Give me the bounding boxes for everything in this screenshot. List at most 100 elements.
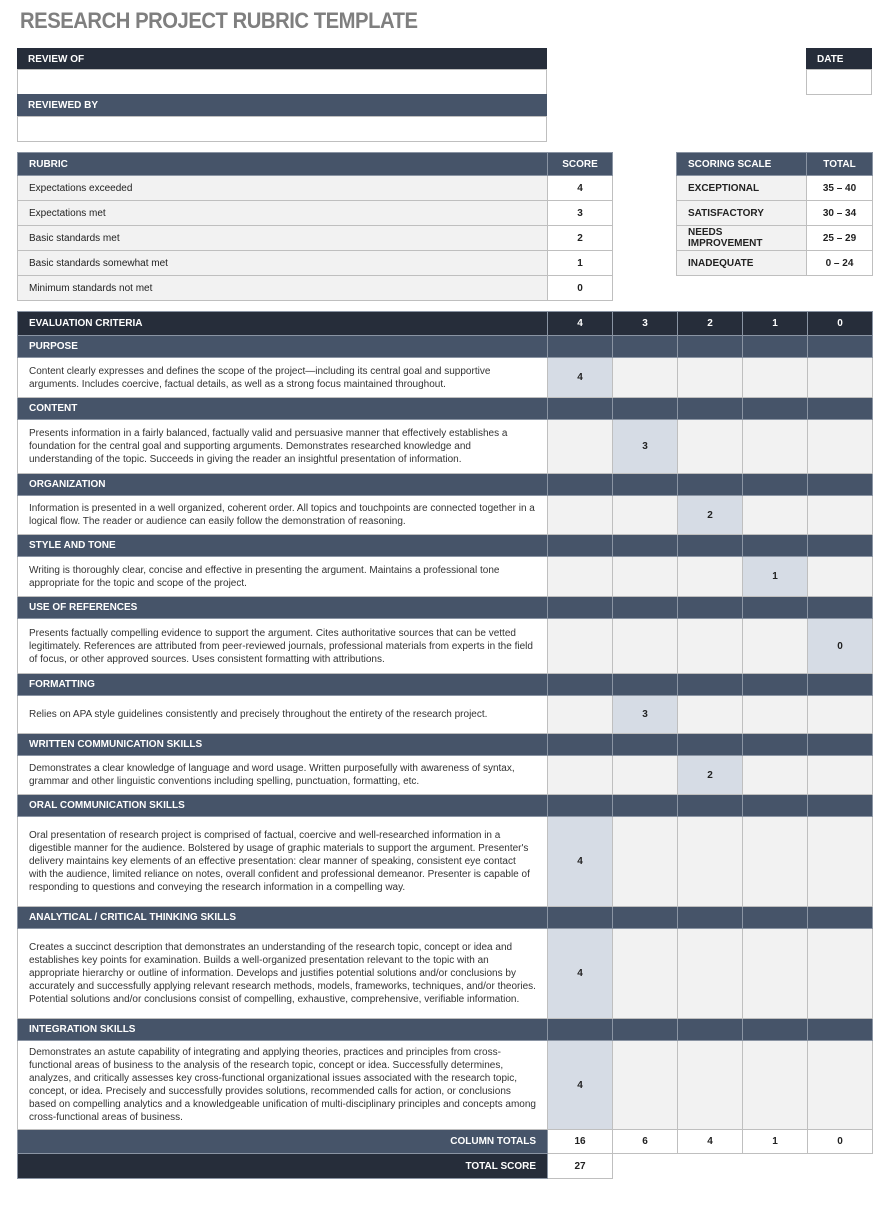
criterion-row: Oral presentation of research project is… <box>17 816 873 907</box>
score-cell[interactable]: 4 <box>547 928 613 1019</box>
score-cell[interactable] <box>612 618 678 674</box>
criterion-header-cell <box>807 397 873 420</box>
column-totals-label: COLUMN TOTALS <box>17 1129 548 1154</box>
score-cell[interactable]: 3 <box>612 419 678 474</box>
criterion-description: Demonstrates a clear knowledge of langua… <box>17 755 548 795</box>
column-total: 4 <box>677 1129 743 1154</box>
score-cell[interactable] <box>807 1040 873 1130</box>
rubric-row: Basic standards met 2 <box>17 225 613 251</box>
score-cell[interactable] <box>677 419 743 474</box>
score-header: SCORE <box>547 152 613 176</box>
score-cell[interactable] <box>807 755 873 795</box>
scale-range: 35 – 40 <box>806 175 873 201</box>
score-cell[interactable] <box>547 419 613 474</box>
score-cell[interactable]: 2 <box>677 755 743 795</box>
rubric-score: 4 <box>547 175 613 201</box>
criterion-name: ORAL COMMUNICATION SKILLS <box>17 794 548 817</box>
empty-cell <box>677 1153 743 1179</box>
score-cell[interactable] <box>547 755 613 795</box>
score-cell[interactable] <box>677 928 743 1019</box>
score-cell[interactable] <box>547 618 613 674</box>
criterion-header-cell <box>807 473 873 496</box>
review-of-field[interactable] <box>17 69 547 95</box>
score-cell[interactable]: 3 <box>612 695 678 734</box>
score-cell[interactable] <box>742 816 808 907</box>
score-cell[interactable] <box>807 419 873 474</box>
rubric-row: Basic standards somewhat met 1 <box>17 250 613 276</box>
score-cell[interactable] <box>677 357 743 398</box>
score-cell[interactable] <box>612 755 678 795</box>
score-cell[interactable] <box>807 357 873 398</box>
score-cell[interactable] <box>677 695 743 734</box>
score-cell[interactable] <box>547 556 613 597</box>
score-cell[interactable] <box>612 928 678 1019</box>
score-cell[interactable] <box>677 556 743 597</box>
score-cell[interactable] <box>677 816 743 907</box>
score-cell[interactable] <box>742 618 808 674</box>
total-score-row: TOTAL SCORE 27 <box>17 1153 873 1179</box>
rubric-level: Expectations exceeded <box>17 175 548 201</box>
score-cell[interactable] <box>612 1040 678 1130</box>
criterion-row: Demonstrates a clear knowledge of langua… <box>17 755 873 795</box>
score-cell[interactable] <box>677 1040 743 1130</box>
score-cell[interactable] <box>807 816 873 907</box>
scale-range: 0 – 24 <box>806 250 873 276</box>
criterion-header-cell <box>742 335 808 358</box>
score-cell[interactable]: 4 <box>547 1040 613 1130</box>
criterion-header-cell <box>612 906 678 929</box>
score-cell[interactable] <box>612 816 678 907</box>
score-cell[interactable] <box>547 695 613 734</box>
score-cell[interactable]: 1 <box>742 556 808 597</box>
scale-range: 30 – 34 <box>806 200 873 226</box>
score-cell[interactable] <box>807 556 873 597</box>
score-column-header: 1 <box>742 311 808 336</box>
criterion-row: Content clearly expresses and defines th… <box>17 357 873 398</box>
score-cell[interactable]: 0 <box>807 618 873 674</box>
score-cell[interactable] <box>742 419 808 474</box>
rubric-score: 1 <box>547 250 613 276</box>
criterion-header-cell <box>807 673 873 696</box>
rubric-row: Expectations exceeded 4 <box>17 175 613 201</box>
rubric-level: Basic standards met <box>17 225 548 251</box>
criterion-header-cell <box>547 906 613 929</box>
column-total: 0 <box>807 1129 873 1154</box>
score-cell[interactable] <box>612 556 678 597</box>
criterion-header-cell <box>807 794 873 817</box>
score-cell[interactable]: 4 <box>547 816 613 907</box>
score-cell[interactable] <box>742 928 808 1019</box>
criterion-header-cell <box>807 596 873 619</box>
score-cell[interactable] <box>677 618 743 674</box>
score-cell[interactable] <box>742 755 808 795</box>
criterion-header-cell <box>547 1018 613 1041</box>
scoring-scale-table: SCORING SCALE TOTAL EXCEPTIONAL 35 – 40 SATI… <box>676 152 873 276</box>
score-column-header: 4 <box>547 311 613 336</box>
score-cell[interactable] <box>547 495 613 535</box>
score-cell[interactable] <box>742 357 808 398</box>
criterion-row: Relies on APA style guidelines consisten… <box>17 695 873 734</box>
score-cell[interactable] <box>807 495 873 535</box>
criterion-name: ANALYTICAL / CRITICAL THINKING SKILLS <box>17 906 548 929</box>
criterion-header-cell <box>677 397 743 420</box>
score-cell[interactable]: 4 <box>547 357 613 398</box>
score-cell[interactable] <box>612 495 678 535</box>
criterion-description: Oral presentation of research project is… <box>17 816 548 907</box>
criterion-header-cell <box>612 794 678 817</box>
criterion-header-cell <box>677 906 743 929</box>
score-cell[interactable] <box>807 695 873 734</box>
criterion-header-cell <box>742 473 808 496</box>
score-cell[interactable] <box>742 695 808 734</box>
reviewed-by-field[interactable] <box>17 116 547 142</box>
rubric-table: RUBRIC SCORE Expectations exceeded 4 Expecta… <box>17 152 613 301</box>
criterion-header-cell <box>677 335 743 358</box>
criterion-description: Relies on APA style guidelines consisten… <box>17 695 548 734</box>
criterion-header-row: CONTENT <box>17 397 873 420</box>
score-cell[interactable] <box>742 495 808 535</box>
score-cell[interactable] <box>807 928 873 1019</box>
score-cell[interactable]: 2 <box>677 495 743 535</box>
date-field[interactable] <box>806 69 872 95</box>
score-cell[interactable] <box>612 357 678 398</box>
criterion-header-cell <box>807 534 873 557</box>
scale-level: EXCEPTIONAL <box>676 175 807 201</box>
criterion-header-cell <box>742 906 808 929</box>
score-cell[interactable] <box>742 1040 808 1130</box>
